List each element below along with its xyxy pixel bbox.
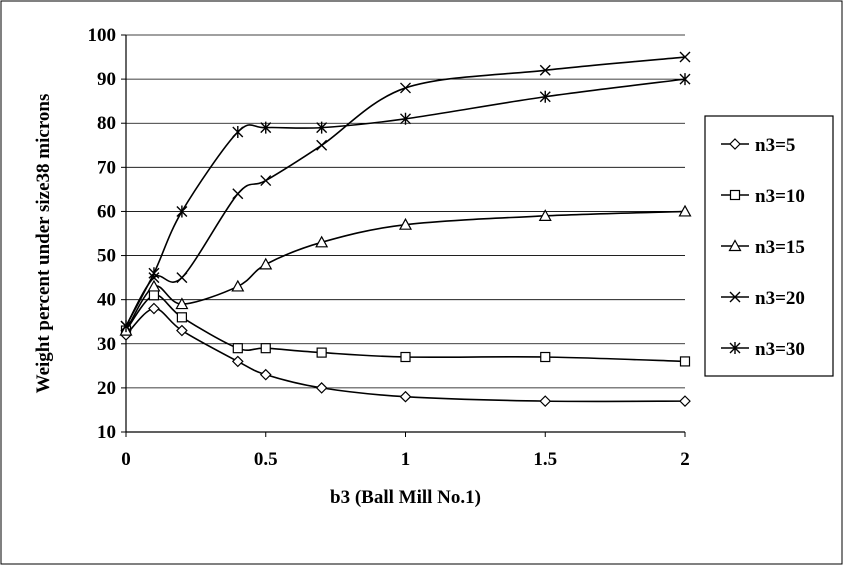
x-axis-title: b3 (Ball Mill No.1) [330, 487, 481, 508]
data-point-square [260, 343, 271, 354]
data-point-diamond [259, 368, 272, 381]
legend-item: n3=5 [721, 135, 795, 156]
data-point-diamond [148, 302, 160, 315]
legend-marker-x [729, 291, 741, 303]
data-point-square [679, 356, 691, 367]
tick-labels: 10 20 30 40 50 60 70 80 90 100 0 0.5 1 1.5 2 [88, 25, 690, 470]
data-point-x [232, 188, 244, 200]
data-point-star [679, 73, 691, 86]
y-tick-label: 80 [97, 113, 116, 134]
data-point-star [232, 126, 244, 139]
data-point-triangle [398, 217, 413, 230]
legend-label: n3=15 [755, 237, 805, 258]
x-tick-label: 0 [121, 449, 131, 470]
data-point-square [540, 351, 551, 363]
legend-item: n3=10 [721, 186, 805, 207]
data-point-diamond [539, 395, 552, 407]
legend-marker-diamond [729, 138, 741, 150]
data-point-star [316, 121, 328, 134]
legend-label: n3=5 [755, 135, 795, 156]
data-point-star [120, 320, 132, 333]
data-point-diamond [315, 382, 328, 394]
y-tick-label: 20 [97, 378, 116, 399]
data-point-triangle [175, 297, 189, 310]
data-point-x [400, 82, 411, 94]
series-n3-5 [120, 302, 691, 407]
x-tick-label: 0.5 [254, 449, 278, 470]
series-n3-15 [119, 204, 692, 336]
series-line [125, 56, 686, 327]
legend-label: n3=30 [755, 339, 805, 360]
x-tick-label: 2 [680, 449, 690, 470]
data-point-diamond [399, 390, 412, 403]
data-point-square [176, 312, 187, 323]
data-point-star [539, 90, 551, 103]
legend-label: n3=10 [755, 186, 805, 207]
legend: n3=5 n3=10 n3=15 n3=20 n3=30 [704, 115, 834, 377]
data-point-x [176, 272, 188, 284]
series-group [119, 51, 692, 407]
data-point-square [400, 351, 411, 363]
y-axis-title: Weight percent under size38 microns [33, 94, 54, 394]
data-point-diamond [679, 395, 691, 407]
series-line [125, 78, 686, 327]
data-point-star [176, 205, 188, 218]
y-tick-label: 10 [97, 422, 116, 443]
data-point-triangle [315, 235, 329, 248]
legend-marker-triangle [728, 239, 742, 252]
data-point-triangle [678, 204, 692, 217]
data-point-diamond [176, 324, 188, 337]
data-point-x [316, 139, 328, 151]
x-tick-label: 1.5 [533, 449, 557, 470]
y-tick-label: 60 [97, 201, 116, 222]
data-point-square [148, 290, 160, 301]
legend-marker-square [729, 189, 741, 201]
data-point-triangle [538, 209, 552, 221]
data-point-diamond [231, 355, 244, 368]
legend-label: n3=20 [755, 288, 805, 309]
data-point-triangle [259, 257, 273, 270]
y-tick-label: 100 [88, 25, 117, 46]
legend-marker-star [729, 342, 741, 354]
y-tick-label: 40 [97, 290, 116, 311]
legend-item: n3=30 [721, 339, 805, 360]
data-point-square [316, 347, 327, 358]
y-tick-label: 50 [97, 246, 116, 267]
y-tick-label: 30 [97, 334, 116, 355]
data-point-star [400, 112, 411, 125]
legend-item: n3=20 [721, 288, 805, 309]
series-n3-30 [120, 73, 691, 333]
y-tick-label: 70 [97, 157, 116, 178]
data-point-x [679, 51, 691, 63]
axes [121, 34, 686, 437]
data-point-x [260, 175, 272, 187]
data-point-star [148, 267, 160, 280]
x-tick-label: 1 [401, 449, 411, 470]
legend-item: n3=15 [721, 237, 805, 258]
data-point-triangle [231, 279, 245, 292]
y-tick-label: 90 [97, 69, 116, 90]
data-point-triangle [147, 279, 161, 292]
data-point-x [539, 64, 551, 76]
data-point-square [232, 343, 243, 354]
data-point-star [260, 121, 272, 134]
